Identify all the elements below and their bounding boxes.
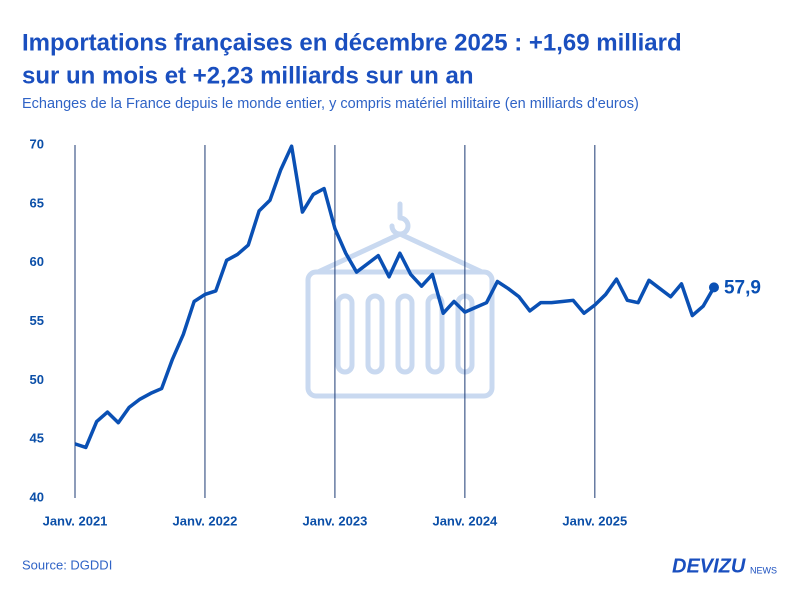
line [74, 144, 716, 450]
brand-suffix: NEWS [750, 565, 777, 575]
brand: DEVIZU [672, 555, 746, 577]
end-point [708, 282, 719, 293]
y-tick-label: 65 [30, 195, 44, 210]
chart-title: sur un mois et +2,23 milliards sur un an [22, 62, 473, 89]
chart-subtitle: Echanges de la France depuis le monde en… [22, 96, 639, 112]
chart-title: Importations françaises en décembre 2025… [22, 29, 682, 56]
container-icon [305, 201, 495, 399]
x-tick-label: Janv. 2024 [432, 513, 498, 528]
x-tick-label: Janv. 2021 [43, 513, 108, 528]
source: Source: DGDDI [22, 557, 112, 572]
x-tick-label: Janv. 2023 [303, 513, 368, 528]
value-label: 57,9 [724, 277, 761, 298]
y-tick-label: 55 [30, 313, 44, 328]
y-tick-label: 50 [30, 372, 44, 387]
y-tick-label: 45 [30, 431, 44, 446]
y-tick-label: 70 [30, 136, 44, 151]
x-tick-label: Janv. 2022 [173, 513, 238, 528]
x-tick-label: Janv. 2025 [562, 513, 627, 528]
y-tick-label: 60 [30, 254, 44, 269]
y-tick-label: 40 [30, 489, 44, 504]
